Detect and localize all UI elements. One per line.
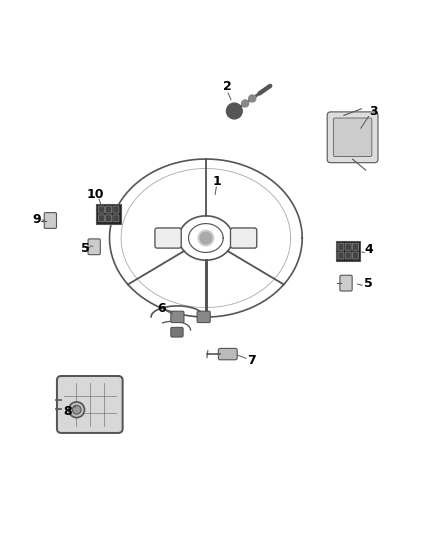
Circle shape (69, 402, 85, 418)
Circle shape (72, 405, 81, 414)
FancyBboxPatch shape (88, 239, 100, 255)
Text: 4: 4 (365, 244, 374, 256)
FancyBboxPatch shape (353, 243, 358, 251)
FancyBboxPatch shape (338, 252, 344, 259)
FancyBboxPatch shape (96, 204, 121, 224)
Circle shape (200, 232, 212, 244)
Text: 10: 10 (87, 188, 104, 201)
FancyBboxPatch shape (57, 376, 123, 433)
Text: 1: 1 (212, 175, 221, 188)
FancyBboxPatch shape (336, 241, 360, 261)
FancyBboxPatch shape (171, 311, 184, 322)
FancyBboxPatch shape (106, 215, 112, 222)
FancyBboxPatch shape (113, 206, 119, 213)
FancyBboxPatch shape (155, 228, 181, 248)
FancyBboxPatch shape (98, 215, 104, 222)
Text: 2: 2 (223, 80, 231, 93)
FancyBboxPatch shape (218, 349, 237, 360)
FancyBboxPatch shape (327, 112, 378, 163)
FancyBboxPatch shape (345, 243, 351, 251)
Text: 5: 5 (364, 277, 372, 289)
FancyBboxPatch shape (230, 228, 257, 248)
FancyBboxPatch shape (98, 206, 104, 213)
Text: 5: 5 (81, 241, 90, 255)
Text: 8: 8 (64, 406, 72, 418)
Circle shape (226, 103, 242, 119)
FancyBboxPatch shape (113, 215, 119, 222)
FancyBboxPatch shape (340, 275, 352, 291)
FancyBboxPatch shape (197, 311, 210, 322)
FancyBboxPatch shape (345, 252, 351, 259)
Text: 9: 9 (32, 213, 41, 225)
Circle shape (198, 230, 214, 246)
Text: 6: 6 (157, 302, 166, 314)
FancyBboxPatch shape (106, 206, 112, 213)
FancyBboxPatch shape (44, 213, 57, 229)
FancyBboxPatch shape (353, 252, 358, 259)
Circle shape (249, 95, 256, 102)
FancyBboxPatch shape (333, 118, 372, 157)
Circle shape (242, 100, 249, 107)
FancyBboxPatch shape (171, 327, 183, 337)
Text: 7: 7 (247, 354, 256, 367)
FancyBboxPatch shape (338, 243, 344, 251)
Text: 3: 3 (369, 104, 378, 117)
